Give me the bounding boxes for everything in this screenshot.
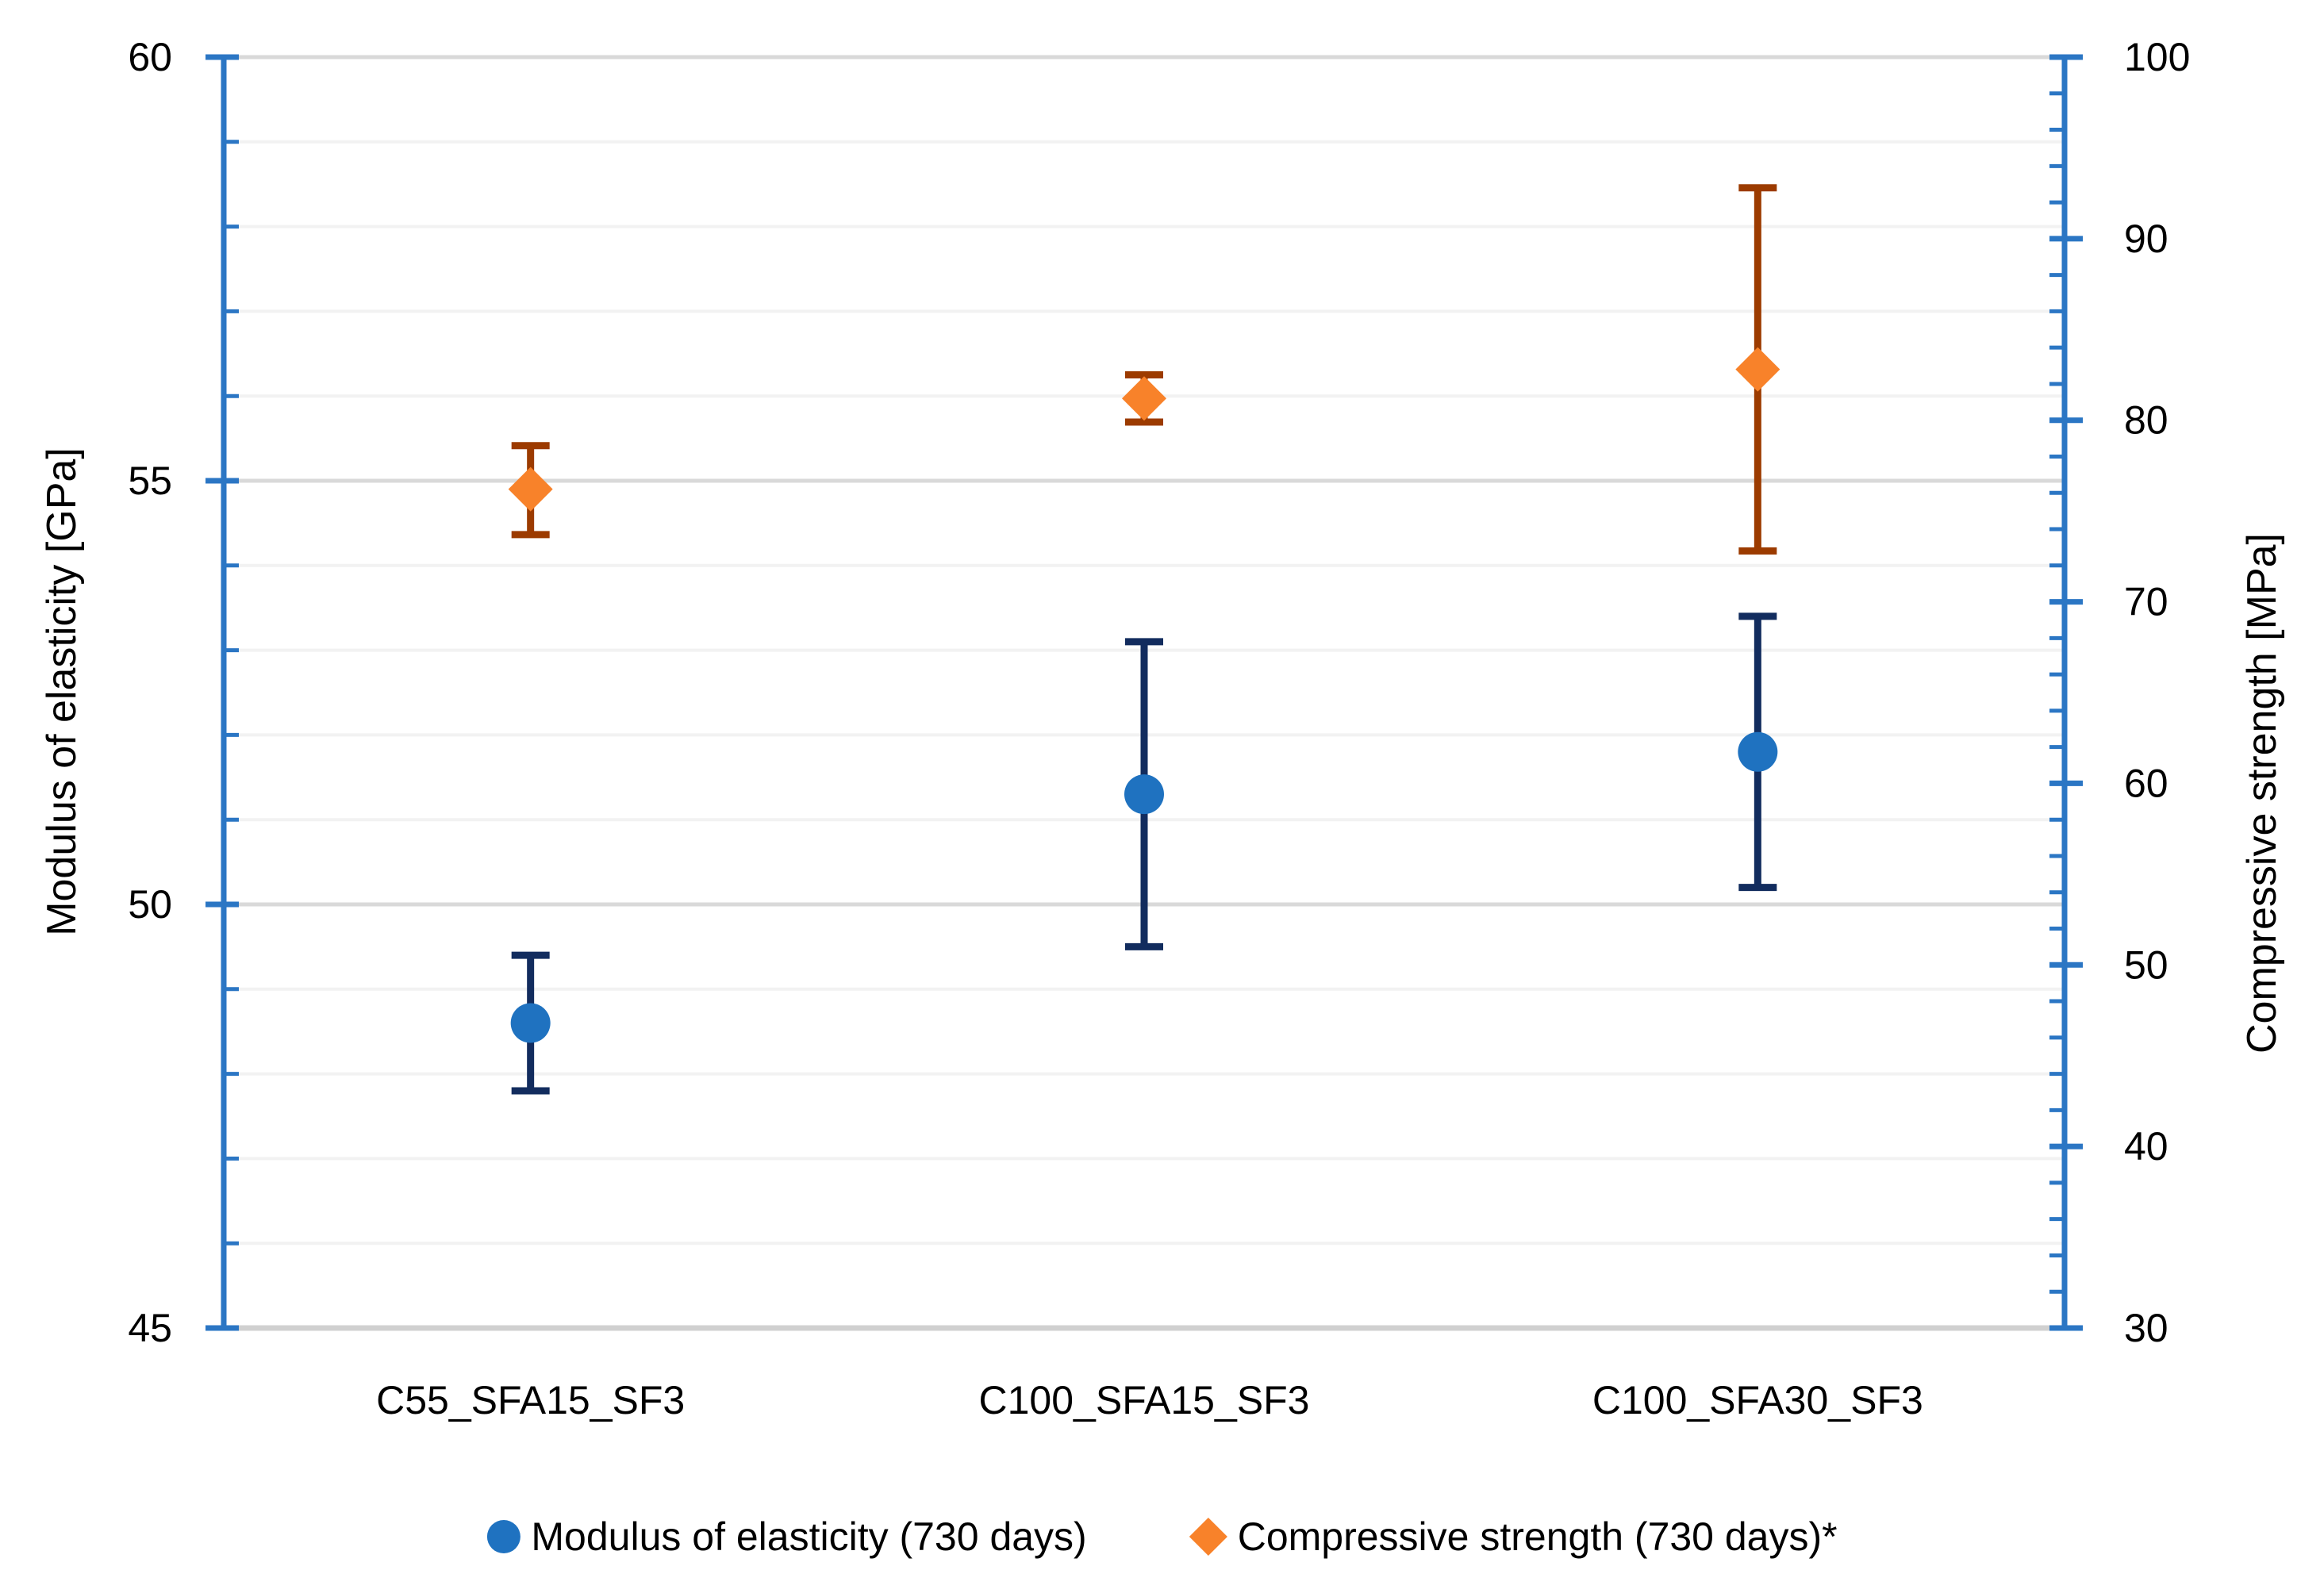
legend-circle-icon [486,1520,520,1553]
legend-label: Compressive strength (730 days)* [1237,1514,1838,1559]
legend-item-strength: Compressive strength (730 days)* [1189,1514,1838,1560]
left-tick-label: 55 [128,459,172,503]
legend-item-modulus: Modulus of elasticity (730 days) [486,1514,1087,1560]
category-label: C55_SFA15_SF3 [376,1378,685,1422]
right-tick-label: 100 [2124,35,2190,79]
right-tick-label: 90 [2124,217,2168,261]
category-label: C100_SFA30_SF3 [1592,1378,1923,1422]
right-tick-label: 40 [2124,1124,2168,1169]
legend-label: Modulus of elasticity (730 days) [531,1514,1087,1559]
marker-diamond [1122,376,1166,421]
chart-legend: Modulus of elasticity (730 days) Compres… [486,1514,1838,1560]
left-tick-label: 45 [128,1306,172,1350]
right-tick-label: 70 [2124,580,2168,624]
marker-diamond [508,466,553,512]
legend-diamond-icon [1189,1517,1227,1557]
right-tick-label: 60 [2124,761,2168,805]
right-axis-title: Compressive strength [MPa] [2239,532,2285,1054]
left-axis-title: Modulus of elasticity [GPa] [39,447,85,936]
marker-circle [510,1003,551,1043]
marker-circle [1124,774,1164,815]
marker-diamond [1735,347,1780,392]
right-tick-label: 50 [2124,942,2168,987]
left-tick-label: 60 [128,35,172,79]
right-tick-label: 30 [2124,1306,2168,1350]
category-label: C100_SFA15_SF3 [979,1378,1310,1422]
right-tick-label: 80 [2124,398,2168,443]
marker-circle [1738,731,1778,772]
left-tick-label: 50 [128,882,172,927]
